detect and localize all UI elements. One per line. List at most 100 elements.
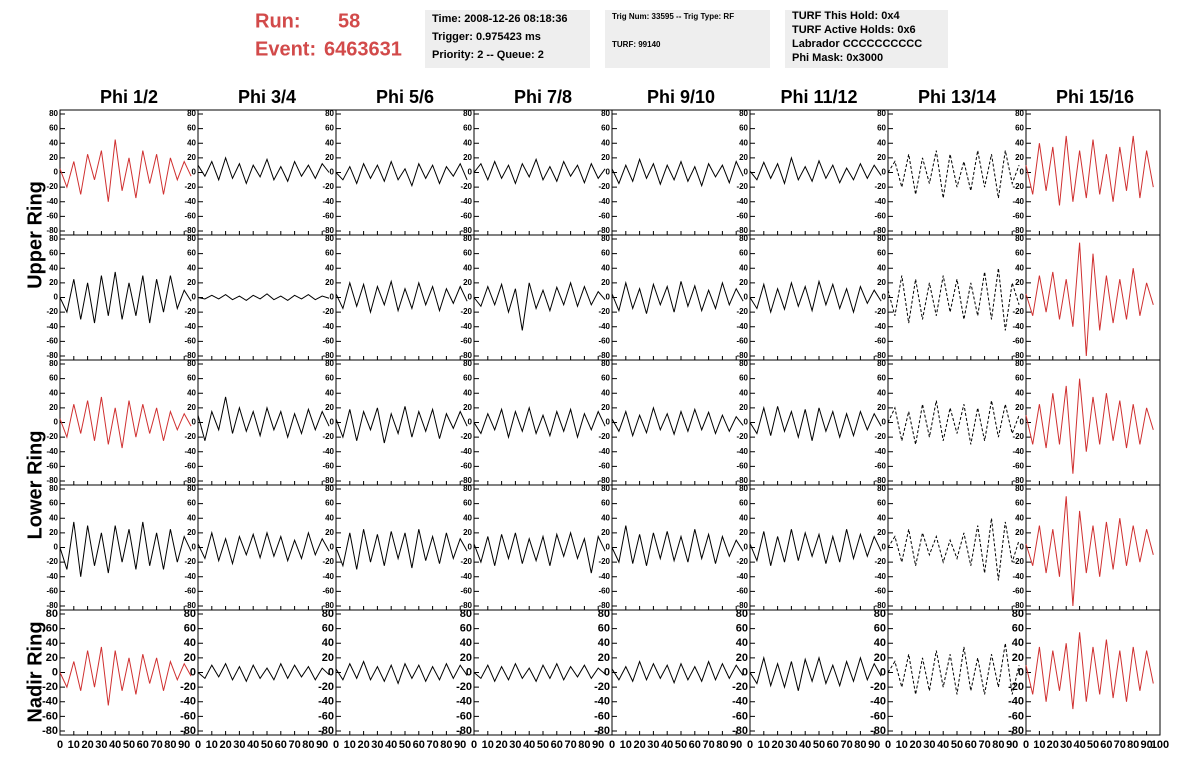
x-tick-label: 50 bbox=[675, 739, 687, 751]
panel-frame bbox=[1025, 609, 1161, 736]
y-tick-label: 80 bbox=[49, 359, 58, 368]
y-tick-label: 20 bbox=[1015, 278, 1024, 287]
x-tick-label: 60 bbox=[1100, 739, 1112, 751]
y-tick-label: -20 bbox=[460, 307, 472, 316]
y-tick-label: 40 bbox=[325, 138, 334, 147]
x-tick-label: 40 bbox=[799, 739, 811, 751]
y-tick-label: 80 bbox=[463, 359, 472, 368]
y-tick-label: 80 bbox=[598, 608, 610, 620]
y-tick-label: -40 bbox=[460, 322, 472, 331]
y-tick-label: 80 bbox=[463, 484, 472, 493]
x-tick-label: 20 bbox=[909, 739, 921, 751]
y-tick-label: 20 bbox=[1012, 652, 1024, 664]
y-tick-label: -20 bbox=[874, 557, 886, 566]
y-tick-label: -60 bbox=[736, 336, 748, 345]
y-tick-label: -20 bbox=[322, 307, 334, 316]
y-tick-label: -40 bbox=[322, 572, 334, 581]
waveform bbox=[59, 521, 192, 577]
panel-frame bbox=[335, 109, 475, 236]
y-tick-label: 20 bbox=[49, 278, 58, 287]
y-tick-label: -40 bbox=[184, 322, 196, 331]
y-tick-label: 60 bbox=[463, 499, 472, 508]
y-tick-label: 60 bbox=[877, 374, 886, 383]
y-tick-label: -40 bbox=[184, 572, 196, 581]
x-tick-label: 10 bbox=[482, 739, 494, 751]
y-tick-label: -60 bbox=[460, 336, 472, 345]
y-tick-label: 0 bbox=[330, 293, 335, 302]
x-tick-label: 20 bbox=[633, 739, 645, 751]
y-tick-label: -40 bbox=[318, 696, 334, 708]
y-tick-label: 0 bbox=[882, 418, 887, 427]
y-tick-label: 40 bbox=[877, 138, 886, 147]
y-tick-label: -20 bbox=[732, 681, 748, 693]
y-tick-label: -60 bbox=[322, 211, 334, 220]
event-label: Event: bbox=[255, 38, 316, 60]
y-tick-label: -60 bbox=[736, 211, 748, 220]
y-tick-label: -80 bbox=[874, 226, 886, 235]
y-tick-label: -40 bbox=[46, 572, 58, 581]
y-tick-label: 20 bbox=[877, 403, 886, 412]
y-tick-label: -60 bbox=[180, 710, 196, 722]
x-tick-label: 50 bbox=[1087, 739, 1099, 751]
waveform bbox=[335, 660, 468, 685]
y-tick-label: 0 bbox=[606, 418, 611, 427]
x-tick-label: 90 bbox=[1140, 739, 1152, 751]
y-tick-label: 60 bbox=[49, 124, 58, 133]
y-tick-label: -20 bbox=[460, 182, 472, 191]
y-tick-label: -40 bbox=[598, 322, 610, 331]
y-tick-label: -80 bbox=[456, 725, 472, 737]
y-tick-label: -40 bbox=[322, 322, 334, 331]
y-tick-label: -20 bbox=[322, 182, 334, 191]
x-tick-label: 0 bbox=[885, 739, 891, 751]
y-tick-label: 80 bbox=[736, 608, 748, 620]
y-tick-label: -20 bbox=[598, 307, 610, 316]
y-tick-label: -40 bbox=[460, 572, 472, 581]
y-tick-label: -20 bbox=[598, 432, 610, 441]
y-tick-label: -60 bbox=[874, 336, 886, 345]
x-tick-label: 70 bbox=[702, 739, 714, 751]
x-tick-label: 80 bbox=[440, 739, 452, 751]
x-tick-label: 60 bbox=[689, 739, 701, 751]
y-tick-label: -40 bbox=[736, 197, 748, 206]
y-tick-label: 80 bbox=[877, 484, 886, 493]
y-tick-label: 20 bbox=[49, 528, 58, 537]
y-tick-label: 60 bbox=[877, 124, 886, 133]
waveform bbox=[197, 396, 330, 441]
y-tick-label: -40 bbox=[598, 572, 610, 581]
info-line: Phi Mask: 0x3000 bbox=[792, 52, 883, 64]
panel-frame bbox=[887, 484, 1027, 611]
y-tick-label: 60 bbox=[739, 249, 748, 258]
x-tick-label: 60 bbox=[551, 739, 563, 751]
y-tick-label: 20 bbox=[325, 153, 334, 162]
y-tick-label: 80 bbox=[739, 234, 748, 243]
y-tick-label: 40 bbox=[187, 388, 196, 397]
y-tick-label: 60 bbox=[460, 623, 472, 635]
y-tick-label: 80 bbox=[49, 109, 58, 118]
y-tick-label: -80 bbox=[184, 351, 196, 360]
panel-frame bbox=[749, 109, 889, 236]
y-tick-label: -80 bbox=[594, 725, 610, 737]
waveform bbox=[749, 156, 882, 186]
y-tick-label: 60 bbox=[739, 374, 748, 383]
x-tick-label: 0 bbox=[471, 739, 477, 751]
y-tick-label: 60 bbox=[184, 623, 196, 635]
y-tick-label: 0 bbox=[1020, 418, 1025, 427]
info-line: TURF: 99140 bbox=[612, 40, 661, 49]
x-tick-label: 10 bbox=[344, 739, 356, 751]
y-tick-label: 60 bbox=[187, 374, 196, 383]
y-tick-label: 0 bbox=[744, 543, 749, 552]
y-tick-label: -40 bbox=[42, 696, 58, 708]
y-tick-label: -80 bbox=[736, 476, 748, 485]
y-tick-label: 60 bbox=[49, 499, 58, 508]
panel-frame bbox=[749, 609, 889, 736]
y-tick-label: 80 bbox=[739, 109, 748, 118]
waveform bbox=[611, 280, 744, 314]
y-tick-label: -60 bbox=[874, 586, 886, 595]
y-tick-label: -40 bbox=[594, 696, 610, 708]
y-tick-label: -40 bbox=[874, 197, 886, 206]
y-tick-label: -20 bbox=[184, 432, 196, 441]
y-tick-label: -80 bbox=[42, 725, 58, 737]
info-line: Trigger: 0.975423 ms bbox=[432, 31, 541, 43]
y-tick-label: 20 bbox=[739, 403, 748, 412]
y-tick-label: -80 bbox=[46, 476, 58, 485]
